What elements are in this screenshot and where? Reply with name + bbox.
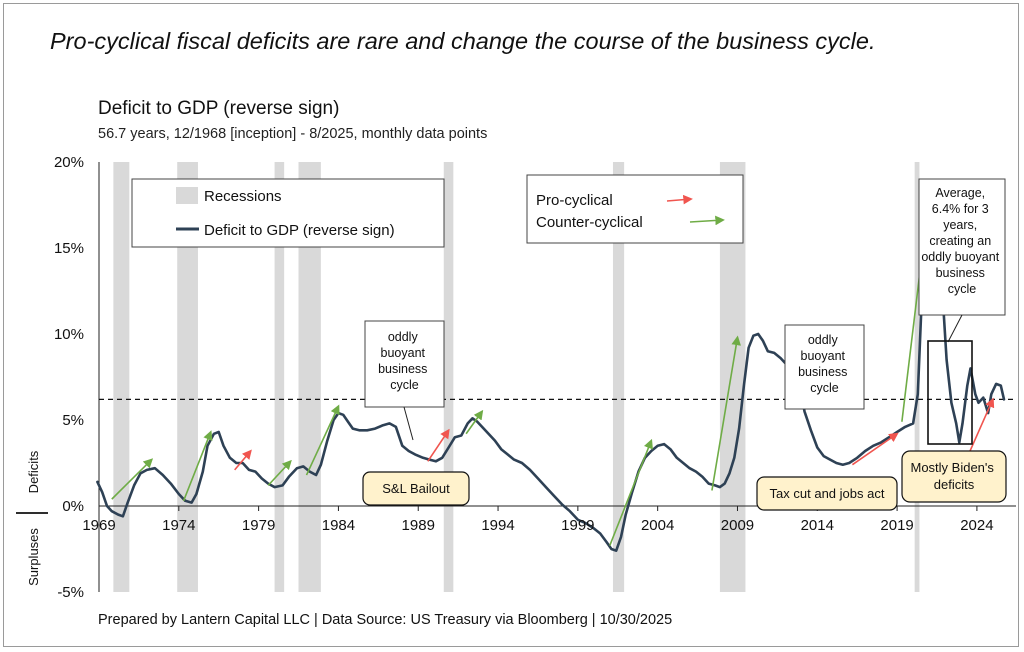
annotation-buoyant-1990-line: oddly xyxy=(388,330,419,344)
annotation-average-line: 6.4% for 3 xyxy=(932,202,989,216)
legend-cyclical: Pro-cyclical Counter-cyclical xyxy=(526,174,744,244)
annotation-bidens-line: deficits xyxy=(934,477,975,492)
annotation-tax-cut-text: Tax cut and jobs act xyxy=(770,486,885,501)
recession-band xyxy=(443,162,454,592)
figure-frame xyxy=(3,3,1019,647)
counter-cyclical-arrow xyxy=(711,335,741,491)
recession-band xyxy=(612,162,625,592)
annotation-buoyant-1990-leader xyxy=(403,406,414,441)
annotation-average-line: years, xyxy=(943,218,977,232)
annotation-average-leader xyxy=(947,314,963,343)
annotation-bidens-line: Mostly Biden's xyxy=(910,460,994,475)
y-tick-label: 20% xyxy=(54,154,84,171)
recession-band xyxy=(113,162,130,592)
x-tick-label: 1979 xyxy=(242,517,275,534)
annotation-average: Average, 6.4% for 3 years, creating an o… xyxy=(918,178,1006,445)
annotation-average-line: Average, xyxy=(935,186,985,200)
chart-title: Deficit to GDP (reverse sign) xyxy=(98,98,340,119)
annotation-tax-cut: Tax cut and jobs act xyxy=(756,476,898,511)
annotation-sl-bailout-box xyxy=(362,471,470,506)
x-tick-label: 1984 xyxy=(322,517,355,534)
x-tick-label: 2009 xyxy=(721,517,754,534)
legend-recessions-label: Recessions xyxy=(204,188,282,205)
legend-main: Recessions Deficit to GDP (reverse sign) xyxy=(131,178,445,248)
annotation-tax-cut-box xyxy=(756,476,898,511)
counter-cyclical-arrow xyxy=(305,404,340,476)
annotation-sl-bailout: S&L Bailout xyxy=(362,471,470,506)
legend-main-box xyxy=(131,178,445,248)
annotation-average-text: Average, 6.4% for 3 years, creating an o… xyxy=(921,186,1002,296)
annotation-buoyant-2017-line: cycle xyxy=(810,381,839,395)
annotation-bidens-deficits: Mostly Biden's deficits xyxy=(901,450,1007,503)
y-tick-label: -5% xyxy=(57,584,84,601)
annotation-bidens-deficits-box xyxy=(901,450,1007,503)
y-tick-label: 5% xyxy=(62,412,84,429)
annotation-buoyant-2017: oddly buoyant business cycle xyxy=(784,324,865,410)
annotation-average-line: creating an xyxy=(929,234,991,248)
legend-cyclical-box xyxy=(526,174,744,244)
annotation-bidens-deficits-text: Mostly Biden's deficits xyxy=(910,460,997,492)
annotation-buoyant-2017-box xyxy=(784,324,865,410)
pro-cyclical-arrow xyxy=(427,428,450,462)
headline: Pro-cyclical fiscal deficits are rare an… xyxy=(50,28,876,54)
annotation-buoyant-2017-text: oddly buoyant business cycle xyxy=(798,333,851,395)
y-tick-label: 0% xyxy=(62,498,84,515)
recession-band xyxy=(274,162,285,592)
y-side-label-surpluses: Surpluses xyxy=(26,528,41,586)
pro-cyclical-arrow xyxy=(234,449,252,471)
y-tick-label: 10% xyxy=(54,326,84,343)
annotation-buoyant-2017-line: oddly xyxy=(808,333,839,347)
y-side-label-deficits: Deficits xyxy=(26,450,41,493)
annotation-average-line: cycle xyxy=(948,282,977,296)
annotation-buoyant-1990-line: business xyxy=(378,362,427,376)
x-tick-label: 2014 xyxy=(801,517,834,534)
annotation-buoyant-1990-text: oddly buoyant business cycle xyxy=(378,330,431,392)
counter-cyclical-arrow xyxy=(111,458,154,500)
recession-band xyxy=(298,162,321,592)
annotation-buoyant-1990-box xyxy=(364,320,445,408)
x-tick-label: 2019 xyxy=(880,517,913,534)
x-tick-label: 1974 xyxy=(162,517,195,534)
legend-pro-arrow xyxy=(666,194,693,205)
x-tick-label: 2004 xyxy=(641,517,674,534)
legend-counter-arrow xyxy=(689,215,725,226)
annotation-buoyant-1990-line: buoyant xyxy=(381,346,426,360)
counter-cyclical-arrow xyxy=(182,430,213,502)
x-tick-label: 1969 xyxy=(82,517,115,534)
recession-band xyxy=(177,162,198,592)
series-layer xyxy=(96,195,1006,553)
chart-subtitle: 56.7 years, 12/1968 [inception] - 8/2025… xyxy=(98,126,488,142)
counter-cyclical-arrow xyxy=(465,409,484,435)
x-tick-label: 1994 xyxy=(481,517,514,534)
series-line-deficit-to-gdp xyxy=(96,195,1006,553)
annotation-buoyant-1990: oddly buoyant business cycle xyxy=(364,320,445,441)
pro-cyclical-arrow xyxy=(851,432,899,466)
annotation-buoyant-2017-line: business xyxy=(798,365,847,379)
counter-cyclical-arrow xyxy=(609,438,653,546)
legend-counter-label: Counter-cyclical xyxy=(536,214,643,231)
average-period-box xyxy=(927,340,973,445)
legend-recession-swatch xyxy=(176,187,198,204)
counter-cyclical-arrow xyxy=(267,459,292,486)
footer-source: Prepared by Lantern Capital LLC | Data S… xyxy=(98,612,673,628)
legend-pro-label: Pro-cyclical xyxy=(536,192,613,209)
axis-labels: -5% 0% 5% 10% 15% 20% 1969 1974 1979 1984 1989 1994… xyxy=(26,154,994,601)
annotation-buoyant-2017-line: buoyant xyxy=(801,349,846,363)
annotation-average-line: oddly buoyant xyxy=(921,250,999,264)
x-tick-label: 1989 xyxy=(402,517,435,534)
recession-band xyxy=(914,162,920,592)
x-tick-label: 1999 xyxy=(561,517,594,534)
y-tick-label: 15% xyxy=(54,240,84,257)
x-tick-label: 2024 xyxy=(960,517,993,534)
annotation-average-line: business xyxy=(936,266,985,280)
annotation-buoyant-1990-line: cycle xyxy=(390,378,419,392)
annotation-sl-bailout-text: S&L Bailout xyxy=(382,481,450,496)
legend-series-label: Deficit to GDP (reverse sign) xyxy=(204,222,395,239)
